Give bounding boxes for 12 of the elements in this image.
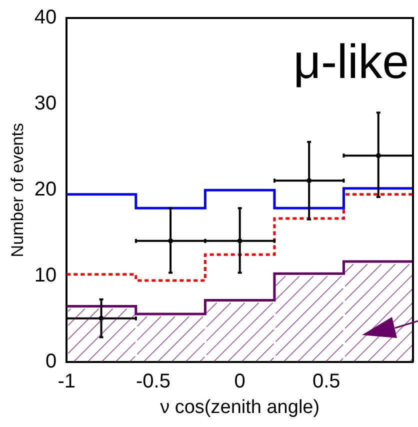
y-tick-label: 10 [34, 264, 57, 287]
y-tick-label: 0 [46, 350, 57, 373]
y-tick-label: 30 [34, 92, 57, 115]
x-tick-label: -0.5 [136, 370, 170, 393]
y-tick-label: 20 [34, 178, 57, 201]
x-tick-label: -1 [58, 370, 76, 393]
y-tick-label: 40 [34, 6, 57, 29]
x-tick-label: 0.5 [312, 370, 340, 393]
y-axis-title: Number of events [8, 123, 27, 258]
x-tick-label: 0 [234, 370, 246, 393]
x-axis-title: ν cos(zenith angle) [160, 396, 320, 418]
annotation: μ-like [293, 36, 409, 89]
